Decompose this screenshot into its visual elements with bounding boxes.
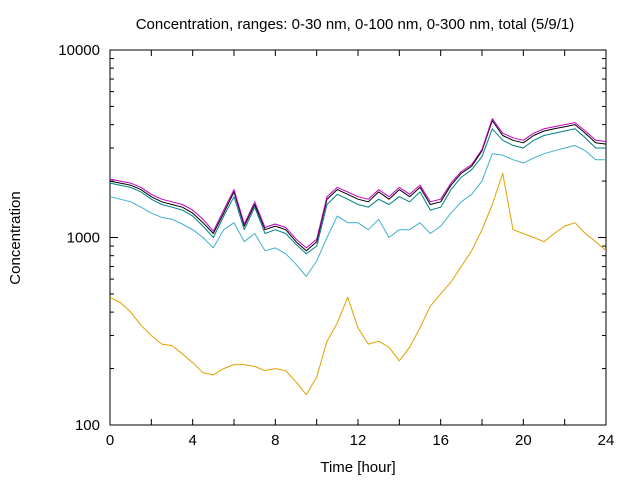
- series-line-1: [109, 172, 607, 396]
- y-tick-label: 100: [75, 417, 100, 434]
- plot-axes: 0 4 8 12 16 20 24 100 1000 10000: [58, 42, 614, 449]
- x-tick-label: 8: [271, 432, 279, 449]
- x-tick-label: 4: [188, 432, 196, 449]
- x-tick-label: 24: [598, 432, 615, 449]
- x-tick-label: 12: [350, 432, 367, 449]
- series-line-2: [109, 144, 606, 277]
- y-axis-label: Concentration: [7, 191, 24, 284]
- x-tick-label: 16: [432, 432, 449, 449]
- series-lines: [109, 118, 607, 396]
- chart-title: Concentration, ranges: 0-30 nm, 0-100 nm…: [136, 16, 575, 33]
- series-line-3: [109, 128, 606, 255]
- y-tick-label: 10000: [58, 42, 100, 59]
- x-tick-label: 20: [515, 432, 532, 449]
- series-line-5: [109, 118, 607, 249]
- plot-frame: [109, 49, 607, 426]
- y-tick-label: 1000: [67, 230, 100, 247]
- series-line-4: [109, 120, 607, 252]
- x-axis-label: Time [hour]: [320, 459, 395, 476]
- x-tick-label: 0: [106, 432, 114, 449]
